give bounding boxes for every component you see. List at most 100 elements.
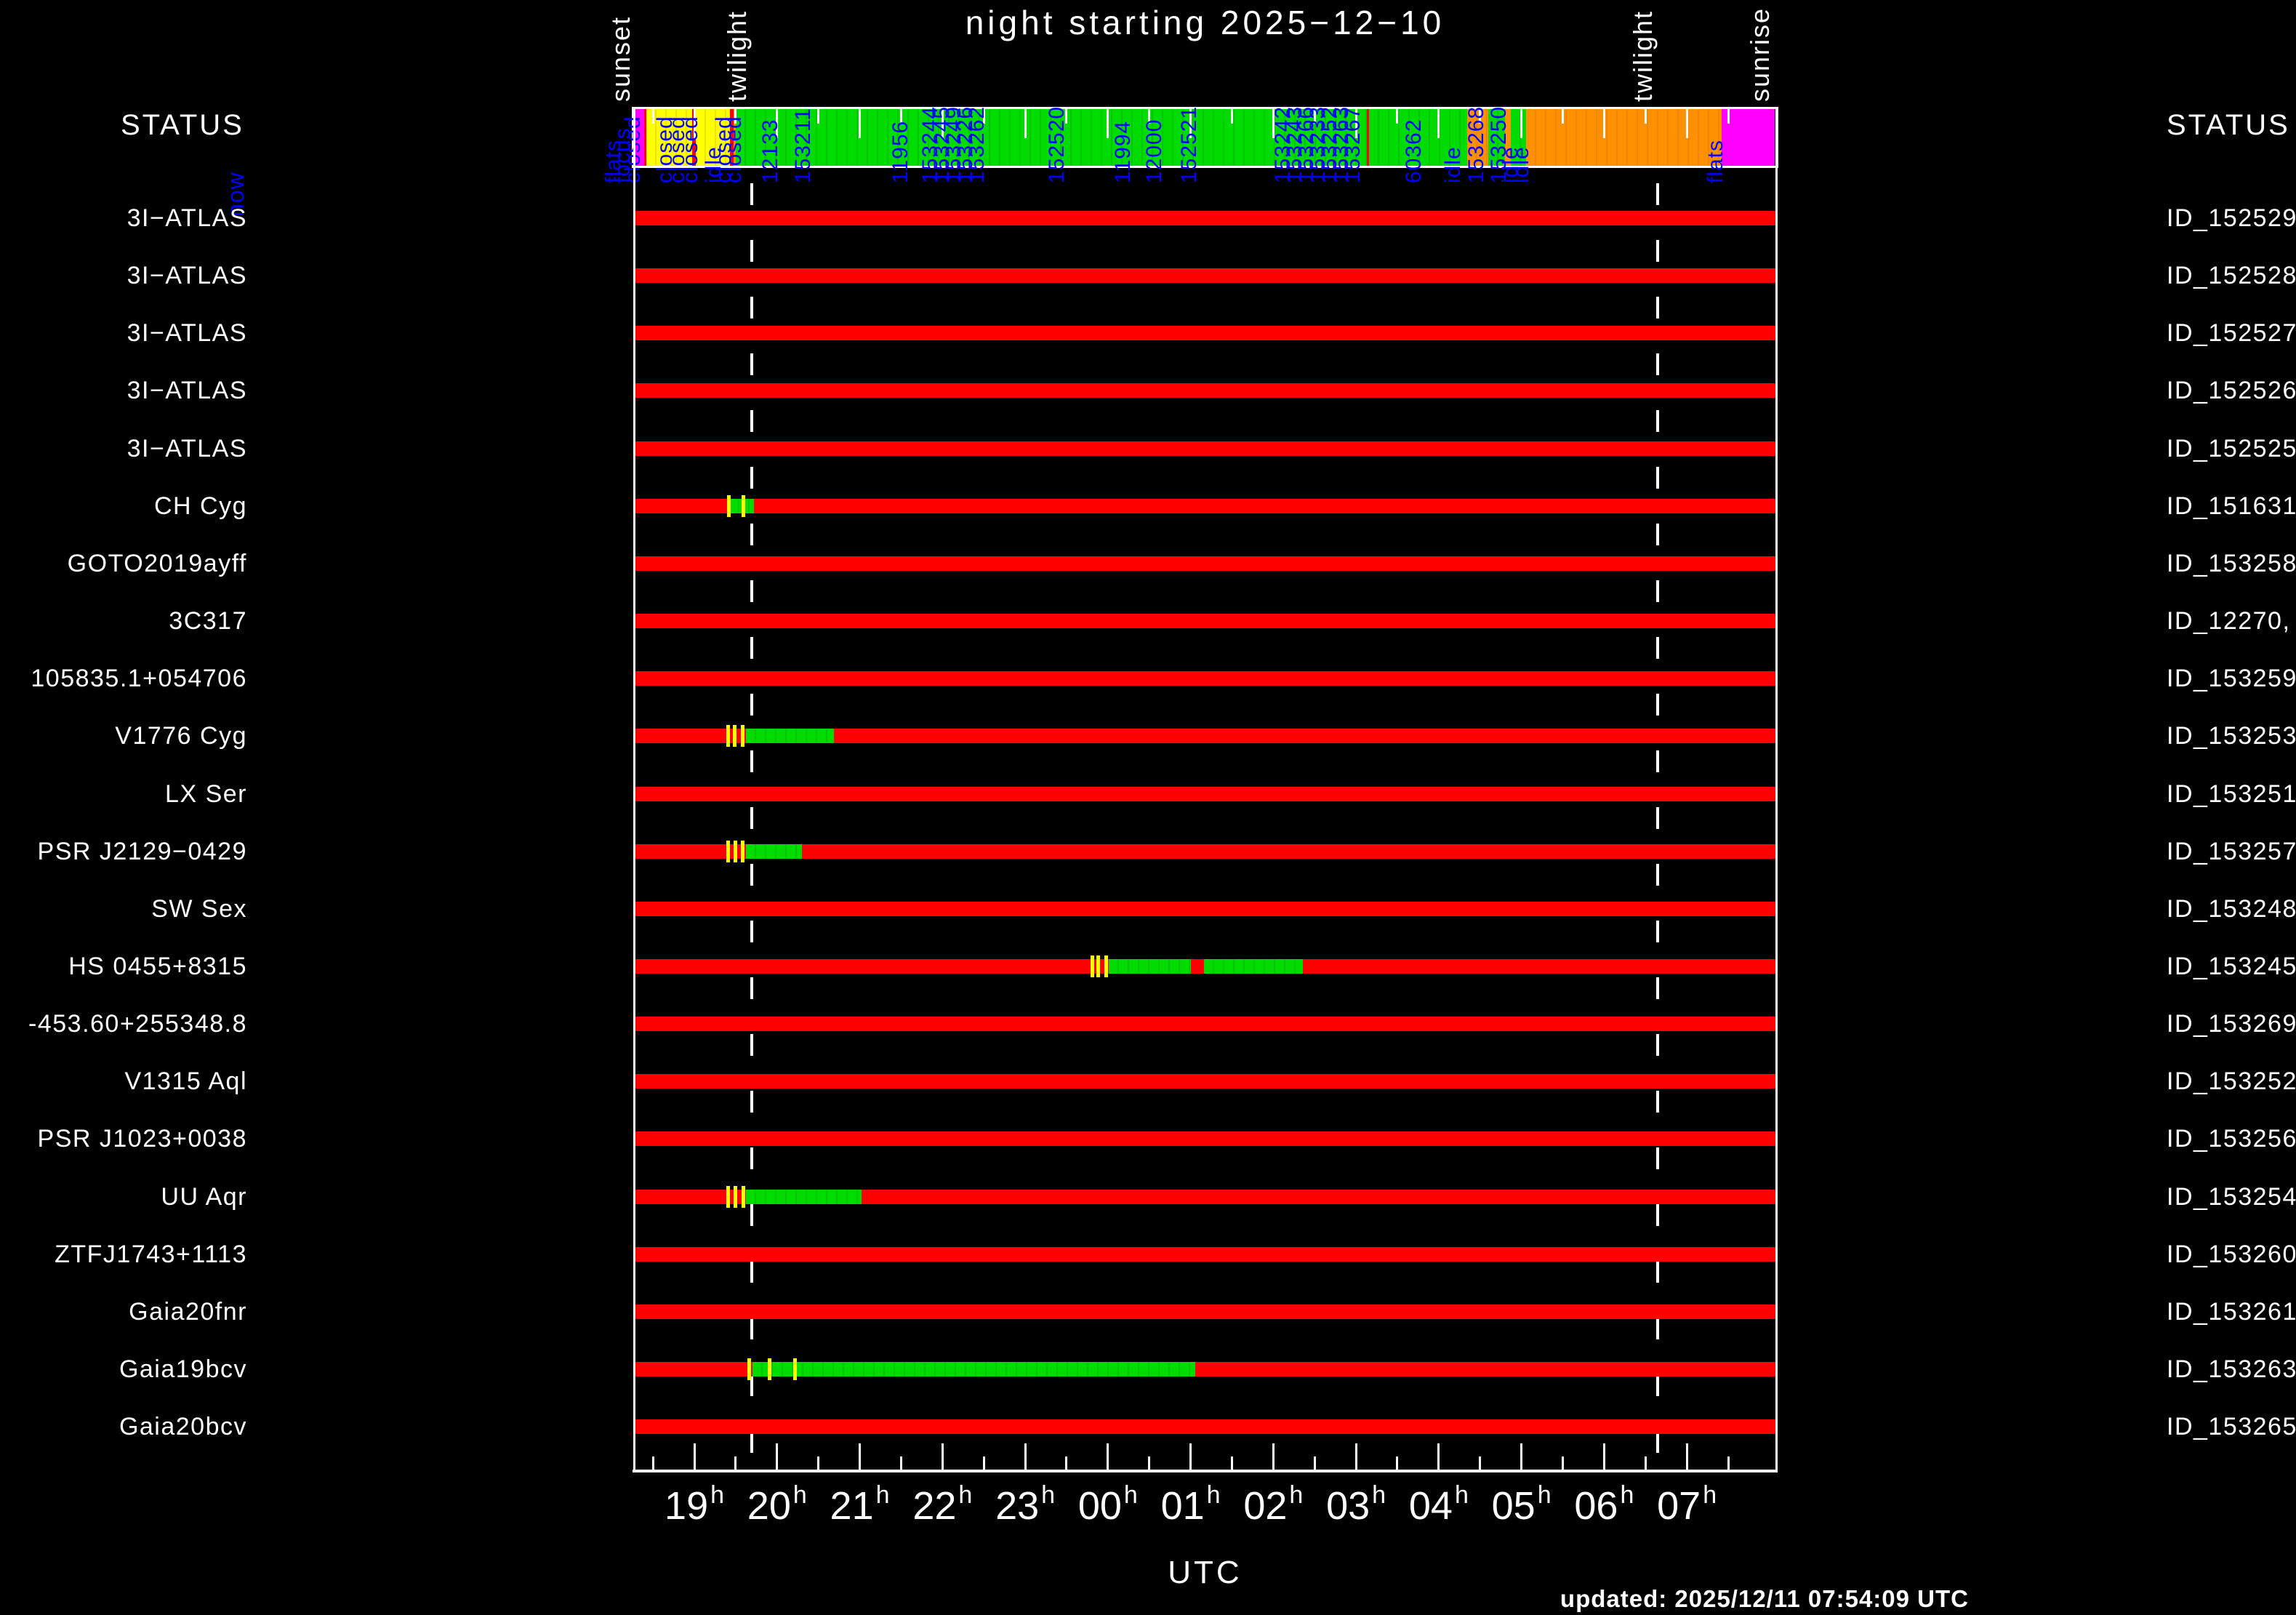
row-target-name: V1315 Aql xyxy=(124,1067,247,1096)
axis-half-hour-tick xyxy=(1479,1456,1482,1471)
axis-hour-suffix: h xyxy=(710,1481,725,1509)
summary-half-hour-tick xyxy=(1644,109,1647,124)
axis-hour-label: 20h xyxy=(726,1481,828,1528)
row-availability-bar xyxy=(634,498,1776,513)
summary-status-label: closed xyxy=(678,116,703,183)
row-availability-bar xyxy=(634,671,1776,686)
summary-half-hour-tick xyxy=(982,109,985,124)
summary-hour-tick xyxy=(1437,109,1440,138)
row-target-name: PSR J1023+0038 xyxy=(37,1125,247,1153)
row-target-name: 105835.1+054706 xyxy=(31,665,247,693)
row-status-id: ID_153245 xyxy=(2167,952,2296,980)
row-status-id: ID_152527 xyxy=(2167,319,2296,348)
row-target-name: LX Ser xyxy=(165,780,247,808)
axis-hour-tick xyxy=(1685,1443,1688,1471)
summary-half-hour-tick xyxy=(1313,109,1316,124)
summary-status-label: 153211 xyxy=(791,108,816,183)
observation-segment xyxy=(745,843,802,859)
axis-hour-suffix: h xyxy=(1372,1481,1386,1509)
axis-hour-label: 06h xyxy=(1553,1481,1655,1528)
summary-status-label: 12000 xyxy=(1141,119,1166,183)
row-status-id: ID_153269 xyxy=(2167,1010,2296,1038)
summary-half-hour-tick xyxy=(1396,109,1399,124)
plot-left-border xyxy=(633,109,635,1471)
axis-half-hour-tick xyxy=(899,1456,902,1471)
axis-hour-tick xyxy=(1189,1443,1192,1471)
axis-hour-label: 19h xyxy=(643,1481,745,1528)
axis-hour-number: 04 xyxy=(1408,1484,1453,1528)
row-status-id: ID_153258 xyxy=(2167,549,2296,577)
row-target-name: Gaia19bcv xyxy=(119,1355,247,1383)
axis-hour-tick xyxy=(859,1443,862,1471)
row-target-name: 3I−ATLAS xyxy=(127,377,247,405)
row-status-id: ID_153261 xyxy=(2167,1297,2296,1326)
exposure-start-tick xyxy=(726,840,731,862)
row-target-name: V1776 Cyg xyxy=(115,722,247,750)
axis-half-hour-tick xyxy=(1313,1456,1316,1471)
row-availability-bar xyxy=(634,441,1776,456)
status-header-left: STATUS xyxy=(121,109,244,141)
summary-status-label: closed xyxy=(721,116,746,183)
row-availability-bar xyxy=(634,383,1776,398)
axis-half-hour-tick xyxy=(1727,1456,1730,1471)
row-availability-bar xyxy=(634,1131,1776,1147)
summary-segment-orange xyxy=(1504,109,1511,166)
summary-half-hour-tick xyxy=(651,109,654,124)
summary-status-label: 153268 xyxy=(1464,105,1489,183)
observation-segment xyxy=(1108,958,1191,974)
exposure-start-tick xyxy=(741,1185,745,1208)
summary-hour-tick xyxy=(859,109,862,138)
axis-half-hour-tick xyxy=(982,1456,985,1471)
axis-hour-tick xyxy=(776,1443,779,1471)
axis-hour-label: 04h xyxy=(1388,1481,1490,1528)
axis-hour-suffix: h xyxy=(1537,1481,1552,1509)
exposure-start-tick xyxy=(741,494,745,517)
exposure-start-tick xyxy=(734,1185,738,1208)
summary-half-hour-tick xyxy=(734,109,737,124)
observation-segment xyxy=(1203,958,1304,974)
row-status-id: ID_153251 xyxy=(2167,780,2296,808)
row-status-id: ID_152529 xyxy=(2167,204,2296,232)
summary-status-label: flats xyxy=(1703,139,1727,183)
observation-segment xyxy=(752,1362,1196,1376)
axis-hour-suffix: h xyxy=(1620,1481,1634,1509)
summary-half-hour-tick xyxy=(1065,109,1068,124)
summary-hour-tick xyxy=(1602,109,1605,138)
axis-half-hour-tick xyxy=(1396,1456,1399,1471)
row-status-id: ID_12270, xyxy=(2167,607,2291,636)
row-availability-bar xyxy=(634,1189,1776,1204)
row-availability-bar xyxy=(634,786,1776,801)
summary-half-hour-tick xyxy=(1479,109,1482,124)
observation-segment xyxy=(745,1189,862,1204)
row-status-id: ID_153254 xyxy=(2167,1182,2296,1211)
axis-hour-suffix: h xyxy=(1703,1481,1717,1509)
summary-segment-green xyxy=(1369,109,1467,166)
twilight-dashed-line xyxy=(1656,183,1660,1471)
exposure-start-tick xyxy=(726,1185,731,1208)
axis-half-hour-tick xyxy=(651,1456,654,1471)
summary-hour-tick xyxy=(1189,109,1192,138)
summary-half-hour-tick xyxy=(1727,109,1730,124)
axis-half-hour-tick xyxy=(734,1456,737,1471)
row-status-id: ID_153256 xyxy=(2167,1125,2296,1153)
summary-status-label: idle xyxy=(1509,146,1533,183)
summary-status-label: 11994 xyxy=(1111,120,1136,183)
twilight-marker-label: twilight xyxy=(1628,9,1658,102)
summary-status-label: 11956 xyxy=(888,120,913,183)
summary-status-label: 60362 xyxy=(1401,119,1426,183)
axis-half-hour-tick xyxy=(817,1456,820,1471)
axis-hour-number: 06 xyxy=(1574,1484,1618,1528)
summary-status-label: 153262 xyxy=(965,105,990,183)
row-availability-bar xyxy=(634,1304,1776,1319)
row-status-id: ID_152528 xyxy=(2167,262,2296,290)
x-axis-line xyxy=(633,1470,1778,1472)
sunrise-marker-label: sunrise xyxy=(1744,7,1775,102)
axis-hour-number: 05 xyxy=(1491,1484,1536,1528)
axis-hour-suffix: h xyxy=(1454,1481,1469,1509)
exposure-start-tick xyxy=(1090,955,1094,977)
row-target-name: Gaia20bcv xyxy=(119,1413,247,1441)
summary-segment-magenta xyxy=(635,109,644,166)
axis-hour-tick xyxy=(1437,1443,1440,1471)
